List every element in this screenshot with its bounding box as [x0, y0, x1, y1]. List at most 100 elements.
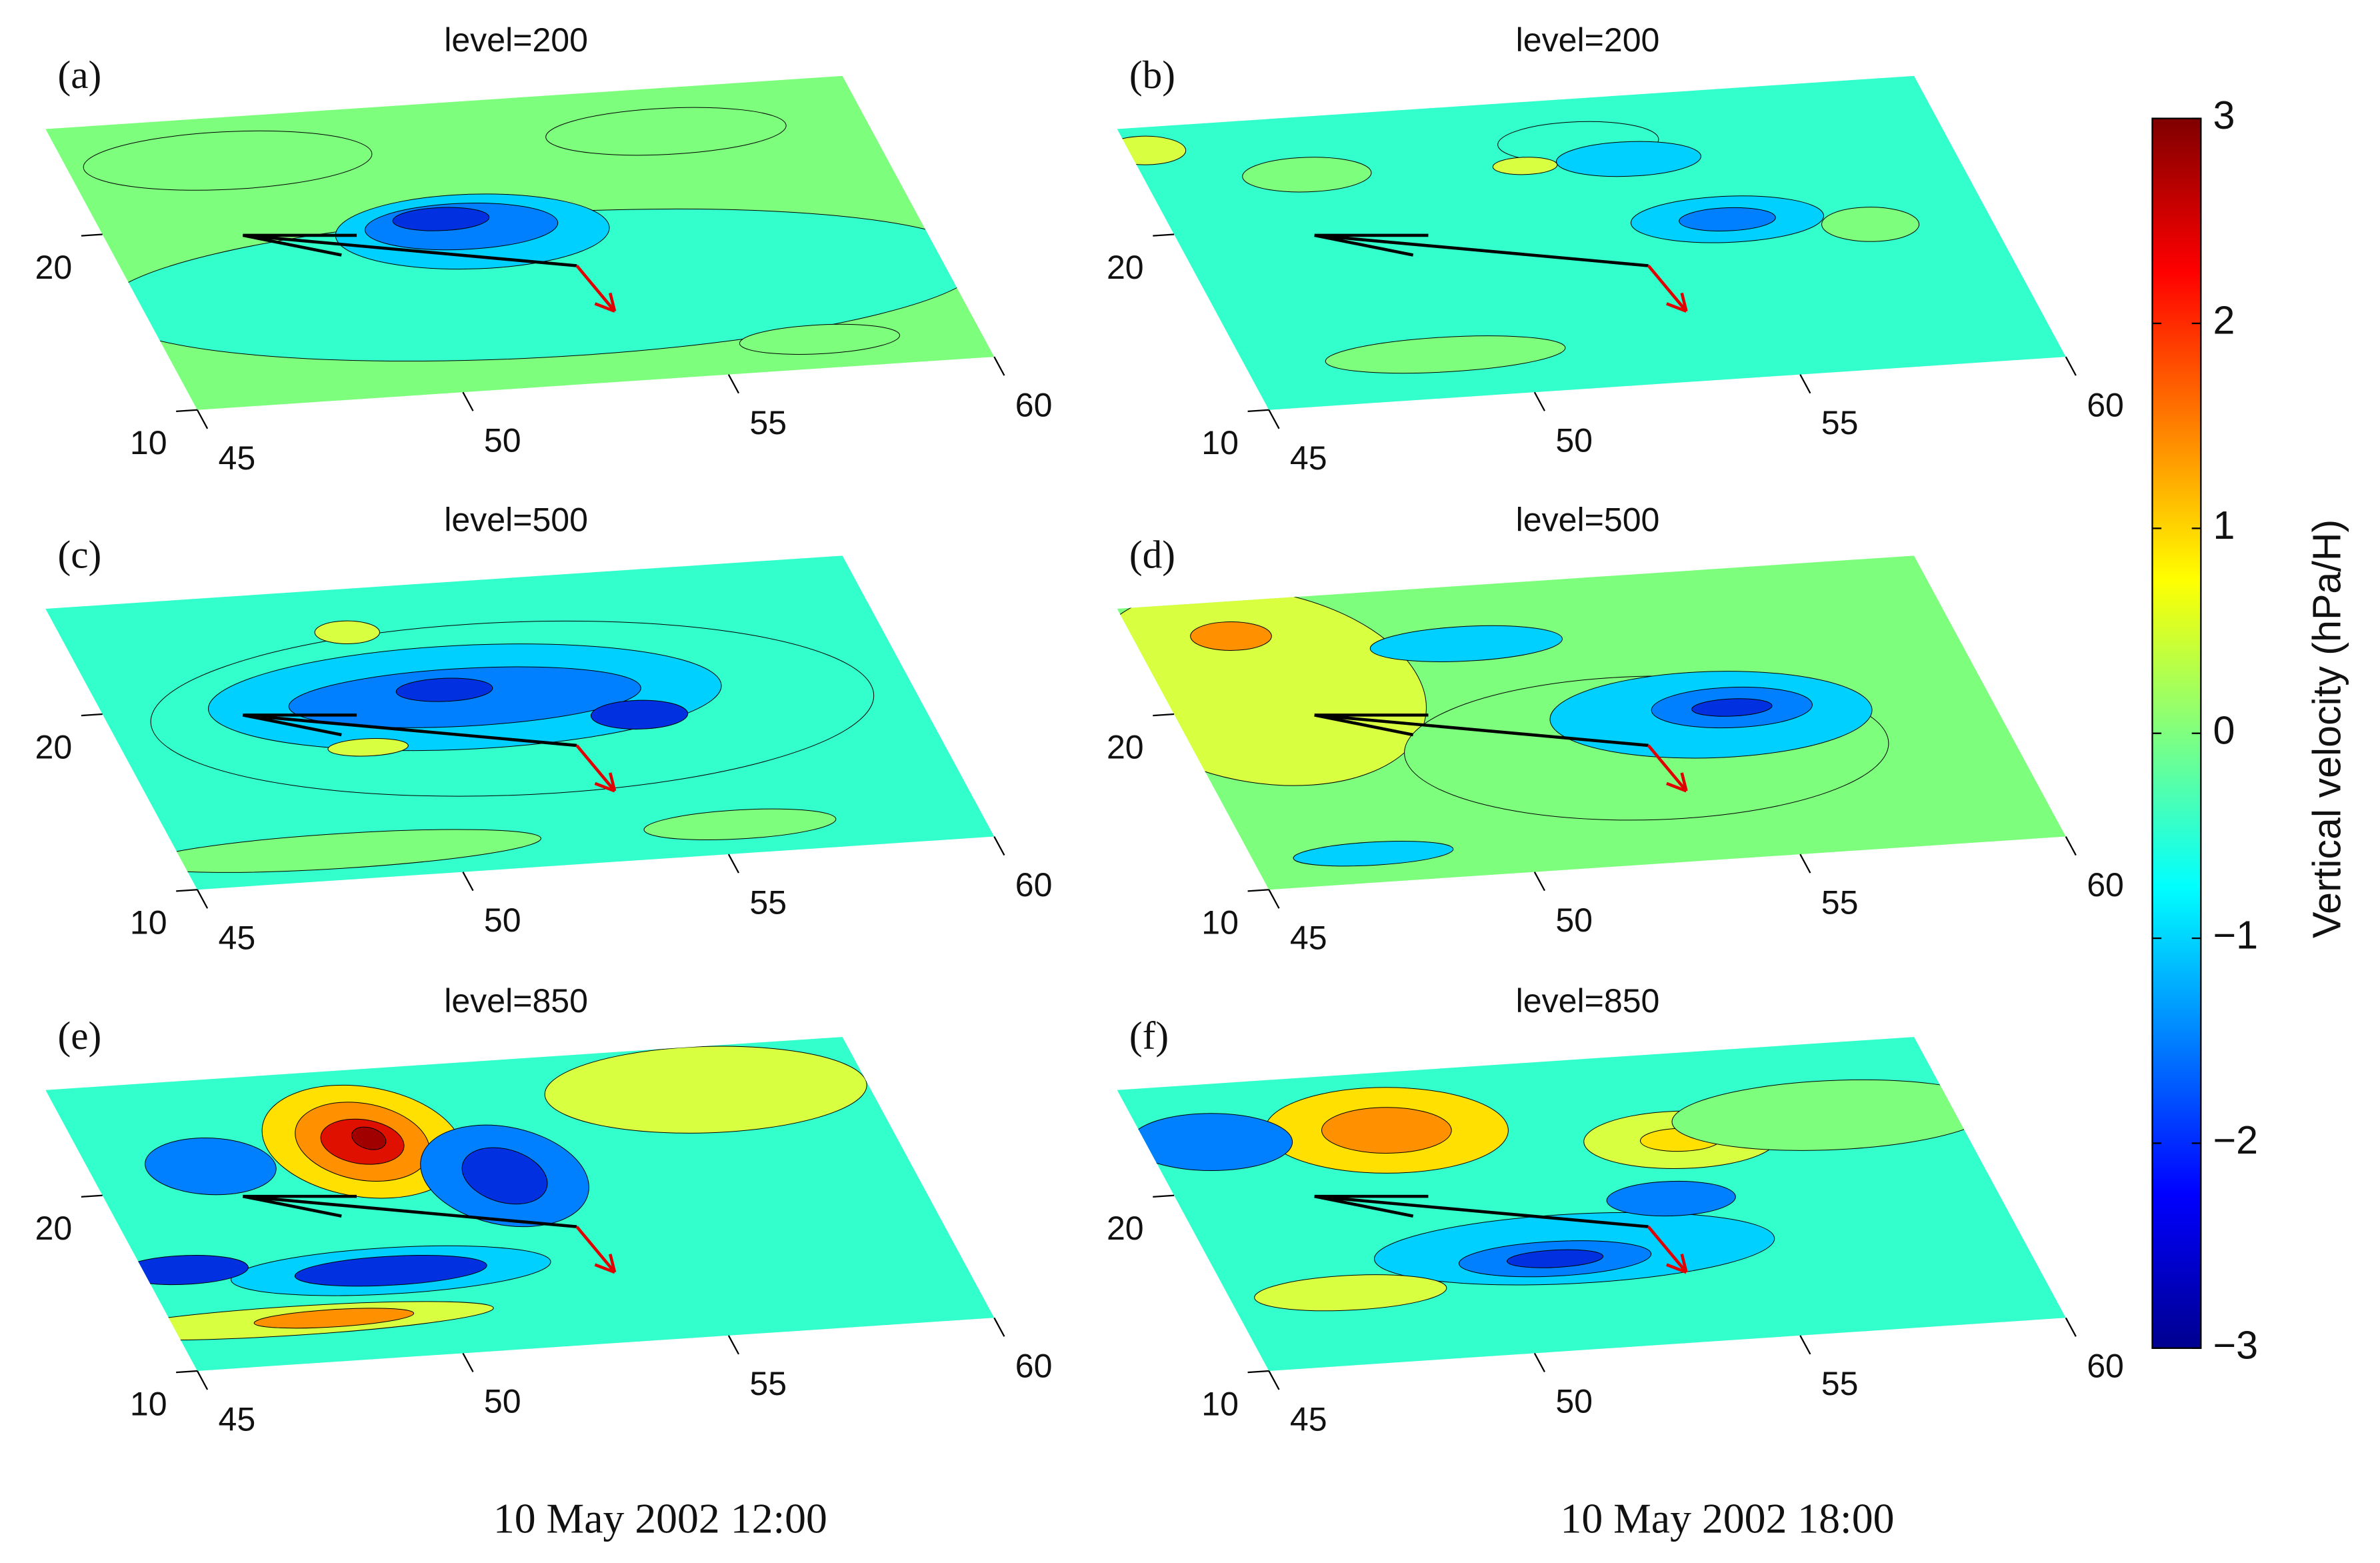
- colorbar-tick-label: 2: [2213, 298, 2235, 343]
- y-tick: [81, 1194, 103, 1198]
- y-tick-label: 20: [1107, 1210, 1144, 1247]
- contour-region: [69, 123, 387, 198]
- contour-levels: [1117, 549, 1937, 877]
- panel-label: (e): [58, 1014, 102, 1058]
- x-tick: [1799, 854, 1811, 874]
- x-tick: [1268, 409, 1280, 429]
- x-tick-label: 55: [1821, 884, 1859, 921]
- x-tick: [196, 889, 209, 909]
- y-tick-label: 10: [1201, 424, 1239, 461]
- x-tick-label: 50: [484, 902, 521, 939]
- track-arrow: [242, 713, 577, 747]
- panel-title: level=500: [1516, 501, 1660, 538]
- contour-region: [1246, 1270, 1455, 1316]
- contour-region: [584, 697, 695, 732]
- y-tick-label: 20: [35, 1210, 73, 1247]
- panel-label: (c): [58, 532, 102, 576]
- contour-region: [1311, 1104, 1463, 1157]
- colorbar-tick-label: 1: [2213, 503, 2235, 547]
- contour-region: [287, 1250, 494, 1291]
- y-tick: [1153, 713, 1175, 717]
- x-tick-label: 55: [749, 404, 787, 441]
- contour-field: [23, 555, 995, 890]
- track-arrow-red: [575, 265, 617, 313]
- panel-title: level=200: [444, 21, 588, 59]
- y-tick: [1247, 889, 1269, 892]
- panel-label: (a): [58, 53, 102, 97]
- contour-field: [1117, 549, 2066, 890]
- x-tick: [2065, 836, 2077, 856]
- contour-region: [534, 101, 797, 161]
- y-tick: [1247, 409, 1269, 413]
- x-tick-label: 55: [1821, 404, 1859, 441]
- x-tick: [1533, 391, 1545, 411]
- x-tick-label: 45: [218, 439, 255, 477]
- colorbar-tick-label: 0: [2213, 707, 2235, 752]
- y-tick: [176, 409, 198, 413]
- x-tick-label: 50: [1555, 902, 1593, 939]
- contour-region: [347, 1126, 391, 1151]
- contour-field: [1117, 1037, 2066, 1371]
- y-tick-label: 10: [130, 424, 167, 461]
- x-tick-label: 60: [2087, 866, 2124, 904]
- y-tick: [1247, 1370, 1269, 1374]
- track-arrow: [1314, 233, 1649, 267]
- x-tick: [993, 356, 1005, 376]
- panel-title: level=850: [1516, 982, 1660, 1020]
- x-tick-label: 60: [1015, 386, 1053, 423]
- caption: 10 May 2002 12:00: [493, 1494, 827, 1542]
- x-tick: [196, 409, 209, 429]
- x-tick: [1799, 1335, 1811, 1355]
- contour-region: [1183, 619, 1278, 653]
- x-tick-label: 45: [1290, 1400, 1327, 1438]
- y-tick-label: 20: [1107, 249, 1144, 286]
- y-tick: [1153, 233, 1175, 237]
- x-tick-label: 60: [2087, 1348, 2124, 1385]
- x-tick: [462, 872, 474, 892]
- x-tick: [462, 391, 474, 411]
- contour-region: [324, 736, 413, 758]
- x-tick-label: 60: [1015, 1348, 1053, 1385]
- contour-region: [132, 1134, 290, 1199]
- contour-region: [1673, 205, 1781, 233]
- contour-region: [1287, 837, 1459, 870]
- y-tick: [81, 233, 103, 237]
- y-tick: [176, 1370, 198, 1374]
- x-tick-label: 50: [1555, 422, 1593, 459]
- contour-region: [1317, 329, 1574, 379]
- contour-region: [1361, 621, 1571, 667]
- contour-region: [523, 1037, 887, 1142]
- x-tick-label: 55: [749, 884, 787, 921]
- contour-base: [1117, 75, 2066, 410]
- x-tick: [1799, 374, 1811, 394]
- x-tick-label: 50: [484, 1383, 521, 1420]
- panel-label: (d): [1129, 532, 1175, 576]
- track-arrow-red: [1647, 744, 1688, 793]
- panel-title: level=200: [1516, 21, 1660, 59]
- panel-label: (f): [1129, 1014, 1169, 1058]
- contour-levels: [1117, 89, 1981, 387]
- contour-levels: [13, 87, 1027, 399]
- contour-levels: [23, 589, 949, 882]
- contour-region: [449, 1145, 559, 1206]
- y-tick-label: 20: [35, 249, 73, 286]
- x-tick-label: 50: [484, 422, 521, 459]
- contour-region: [1503, 1247, 1607, 1270]
- colorbar-tick-label: −1: [2213, 913, 2258, 958]
- contour-region: [1598, 1178, 1744, 1220]
- track-arrow-red: [1647, 1226, 1688, 1274]
- y-tick-label: 10: [130, 1385, 167, 1422]
- contour-field: [13, 73, 1027, 410]
- y-tick-label: 20: [35, 728, 73, 765]
- x-tick: [1268, 1370, 1280, 1390]
- panel-label: (b): [1129, 53, 1175, 97]
- x-tick: [1268, 889, 1280, 909]
- x-tick-label: 45: [218, 920, 255, 957]
- track-arrow: [1314, 713, 1649, 747]
- x-tick: [2065, 1317, 2077, 1337]
- contour-region: [250, 1304, 419, 1332]
- x-tick: [993, 836, 1005, 856]
- x-tick: [1533, 1352, 1545, 1372]
- contour-region: [1687, 696, 1776, 718]
